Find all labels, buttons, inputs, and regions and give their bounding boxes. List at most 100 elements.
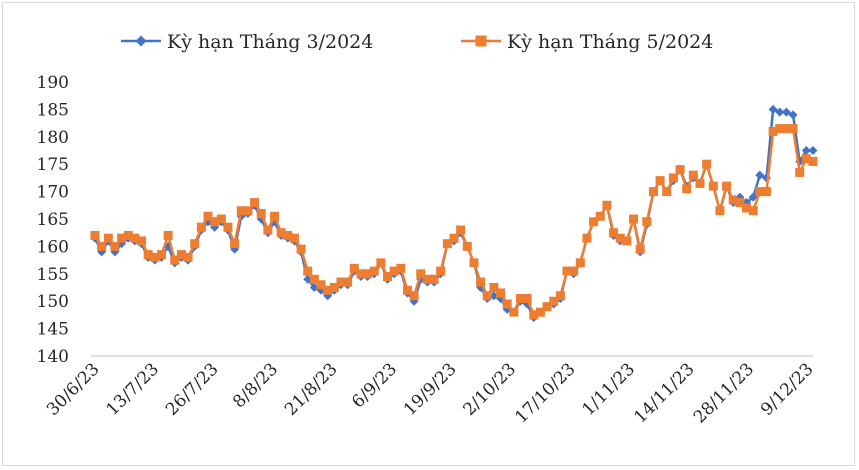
data-point: [137, 236, 147, 246]
data-point: [781, 124, 791, 134]
data-point: [130, 233, 140, 243]
data-point: [728, 195, 738, 205]
data-point: [715, 206, 725, 216]
x-tick-label: 1/11/23: [579, 359, 639, 419]
data-point: [409, 291, 419, 301]
data-point: [609, 228, 619, 238]
x-tick-label: 8/8/23: [229, 359, 282, 412]
data-point: [775, 124, 785, 134]
y-tick-label: 150: [37, 292, 69, 312]
y-tick-label: 170: [37, 183, 69, 203]
data-point: [103, 233, 113, 243]
data-point: [555, 291, 565, 301]
data-point: [289, 233, 299, 243]
x-axis-tick-labels: 30/6/23 13/7/23 26/7/23 8/8/23 21/8/23 6/9/23…: [43, 359, 817, 427]
legend-item-2: Kỳ hạn Tháng 5/2024: [461, 31, 713, 53]
data-point: [309, 274, 319, 284]
data-point: [668, 173, 678, 183]
data-point: [303, 266, 313, 276]
data-point: [356, 269, 366, 279]
x-tick-label: 2/10/23: [460, 359, 520, 419]
y-tick-label: 140: [37, 347, 69, 367]
data-point: [602, 200, 612, 210]
data-point: [775, 107, 785, 117]
data-point: [163, 230, 173, 240]
data-point: [702, 159, 712, 169]
data-point: [489, 283, 499, 292]
data-point: [755, 170, 765, 180]
data-point: [502, 299, 512, 309]
data-point: [396, 263, 406, 273]
data-point: [629, 214, 638, 224]
x-tick-label: 19/9/23: [400, 359, 460, 419]
data-point: [336, 277, 346, 287]
data-point: [755, 187, 765, 197]
data-point: [509, 307, 519, 317]
legend-label: Kỳ hạn Tháng 3/2024: [167, 31, 373, 53]
legend-marker: [475, 35, 487, 47]
data-point: [203, 211, 213, 221]
data-point: [695, 178, 705, 188]
data-point: [542, 302, 552, 312]
data-point: [389, 266, 399, 276]
data-point: [376, 258, 386, 268]
data-point: [363, 269, 373, 279]
data-point: [190, 239, 200, 249]
data-point: [123, 230, 133, 240]
data-point: [761, 187, 771, 197]
data-point: [429, 274, 439, 284]
data-point: [223, 222, 233, 232]
data-point: [402, 285, 412, 295]
y-tick-label: 160: [37, 237, 69, 257]
y-tick-label: 180: [37, 128, 69, 148]
data-point: [575, 258, 585, 268]
data-point: [655, 176, 665, 186]
data-point: [496, 288, 506, 298]
x-tick-label: 14/11/23: [630, 359, 698, 427]
data-point: [476, 277, 486, 287]
data-point: [549, 296, 559, 306]
data-point: [675, 165, 685, 175]
data-point: [210, 217, 220, 227]
data-point: [469, 258, 479, 268]
data-point: [535, 307, 545, 317]
legend: Kỳ hạn Tháng 3/2024 Kỳ hạn Tháng 5/2024: [121, 31, 713, 53]
data-point: [648, 187, 658, 197]
y-tick-label: 185: [37, 100, 69, 120]
series-1: [90, 104, 818, 323]
y-tick-label: 155: [37, 265, 69, 285]
data-point: [615, 233, 625, 243]
data-point: [688, 170, 698, 180]
data-point: [296, 244, 306, 254]
x-tick-label: 9/12/23: [757, 359, 817, 419]
data-point: [263, 225, 273, 235]
data-point: [183, 252, 193, 262]
x-tick-label: 28/11/23: [690, 359, 758, 427]
data-point: [595, 211, 605, 221]
data-point: [110, 241, 120, 251]
data-point: [416, 269, 426, 279]
data-point: [795, 167, 805, 177]
data-point: [708, 181, 718, 191]
data-point: [788, 110, 798, 120]
data-point: [582, 233, 592, 243]
data-point: [329, 283, 339, 292]
data-point: [622, 236, 632, 246]
data-point: [722, 181, 732, 191]
y-tick-label: 175: [37, 155, 69, 175]
data-point: [250, 198, 260, 208]
data-point: [90, 230, 100, 240]
y-tick-label: 145: [37, 320, 69, 340]
data-point: [562, 266, 572, 276]
data-point: [768, 104, 778, 114]
data-point: [236, 206, 246, 216]
data-point: [801, 146, 811, 155]
data-point: [369, 266, 379, 276]
data-point: [482, 291, 492, 301]
data-point: [422, 274, 432, 284]
line-chart: 140 145 150 155 160 165 170 175 180 185 190 30/6/2…: [37, 31, 818, 428]
x-tick-label: 30/6/23: [43, 359, 103, 419]
data-point: [216, 214, 226, 224]
data-point: [682, 184, 692, 194]
